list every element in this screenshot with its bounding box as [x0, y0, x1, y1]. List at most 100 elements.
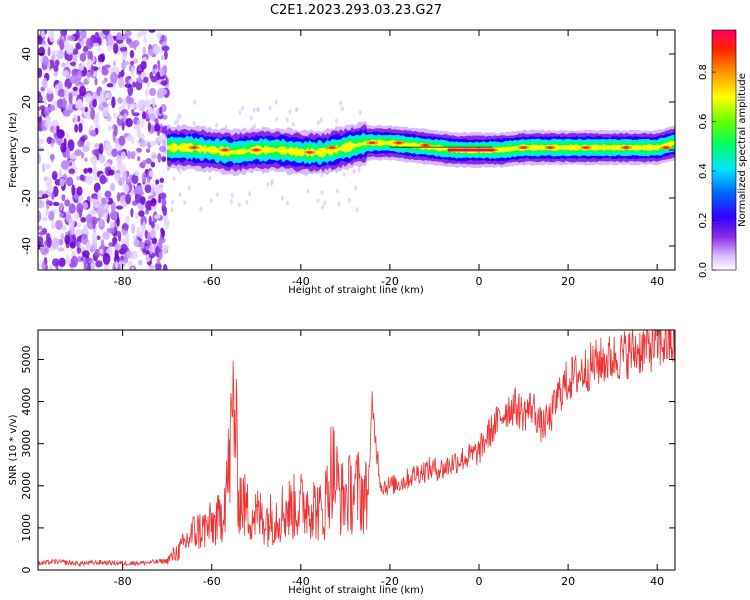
noise-blob [150, 229, 156, 239]
noise-blob [192, 120, 196, 126]
noise-blob [157, 135, 163, 144]
noise-blob [48, 264, 54, 270]
noise-blob [125, 117, 133, 128]
noise-blob [145, 88, 149, 98]
noise-blob [58, 169, 62, 178]
noise-blob [334, 118, 338, 124]
noise-blob [91, 149, 100, 156]
noise-blob [77, 98, 83, 109]
noise-blob [347, 198, 351, 204]
colorbar-tick-label: 0.6 [698, 114, 709, 130]
noise-blob [96, 111, 100, 123]
noise-blob [114, 260, 119, 270]
noise-blob [164, 50, 168, 60]
y-tick-label: -40 [20, 237, 33, 255]
noise-blob [68, 153, 77, 160]
noise-blob [171, 199, 175, 205]
noise-blob [158, 145, 167, 153]
noise-blob [94, 143, 101, 149]
noise-blob [102, 30, 110, 36]
y-tick-label: 40 [20, 47, 33, 61]
noise-blob [320, 189, 324, 195]
noise-blob [357, 167, 361, 173]
noise-blob [48, 104, 55, 112]
colorbar-label: Normalized spectral amplitude [737, 73, 748, 227]
noise-blob [59, 202, 63, 212]
noise-blob [41, 216, 48, 222]
noise-blob [92, 42, 100, 47]
noise-blob [131, 250, 138, 260]
noise-blob [104, 191, 111, 198]
noise-blob [319, 117, 323, 123]
noise-blob [61, 194, 66, 202]
noise-blob [68, 168, 76, 175]
colorbar-tick-label: 0.2 [698, 213, 709, 229]
noise-blob [38, 262, 41, 269]
noise-blob [92, 165, 97, 177]
noise-blob [116, 192, 121, 202]
noise-blob [122, 98, 126, 110]
noise-blob [53, 65, 59, 72]
spectrogram-x-ticks: -80 -60 -40 -20 0 20 40 [114, 30, 664, 288]
x-tick-label: -60 [203, 575, 221, 588]
noise-blob [137, 103, 143, 110]
noise-blob [270, 180, 274, 186]
noise-blob [316, 120, 320, 126]
noise-blob [137, 79, 145, 84]
x-tick-label: -80 [114, 575, 132, 588]
signal-hot-spot [369, 141, 376, 144]
noise-blob [120, 243, 128, 253]
y-tick-label: -20 [20, 189, 33, 207]
noise-blob [134, 184, 143, 195]
noise-blob [148, 170, 153, 178]
noise-blob [161, 156, 167, 162]
noise-blob [118, 115, 123, 120]
noise-blob [275, 116, 279, 122]
noise-blob [160, 80, 168, 86]
noise-blob [38, 67, 43, 78]
noise-blob [117, 177, 125, 187]
noise-blob [230, 192, 234, 198]
noise-blob [38, 152, 41, 164]
noise-blob [142, 248, 147, 253]
noise-blob [151, 197, 157, 207]
noise-blob [73, 113, 78, 123]
noise-blob [133, 58, 139, 64]
x-tick-label: 0 [476, 275, 483, 288]
noise-blob [161, 114, 168, 120]
noise-blob [43, 163, 52, 169]
noise-blob [161, 45, 170, 52]
noise-blob [69, 61, 76, 66]
noise-blob [125, 177, 129, 186]
noise-blob [106, 227, 114, 234]
x-tick-label: 40 [650, 275, 664, 288]
noise-blob [45, 115, 52, 122]
noise-blob [127, 260, 133, 267]
spectrogram-x-axis-label: Height of straight line (km) [288, 285, 424, 296]
noise-blob [147, 195, 154, 200]
noise-blob [79, 52, 87, 62]
noise-blob [153, 185, 159, 194]
signal-hot-spot [422, 144, 429, 147]
noise-blob [38, 210, 42, 223]
noise-blob [137, 99, 145, 105]
noise-blob [40, 244, 48, 249]
noise-blob [130, 207, 134, 218]
noise-blob [97, 54, 105, 63]
noise-blob [123, 112, 128, 119]
y-tick-label: 4000 [20, 388, 33, 416]
noise-blob [116, 217, 120, 227]
noise-blob [95, 260, 103, 268]
noise-blob [110, 71, 118, 84]
noise-blob [154, 222, 160, 231]
noise-blob [148, 215, 152, 226]
noise-blob [138, 210, 145, 217]
noise-blob [64, 86, 69, 99]
noise-blob [99, 248, 104, 255]
noise-blob [68, 161, 73, 167]
noise-blob [120, 151, 126, 160]
noise-blob [274, 99, 278, 105]
noise-blob [46, 237, 52, 248]
noise-blob [127, 104, 131, 110]
signal-hot-spot [547, 146, 554, 149]
